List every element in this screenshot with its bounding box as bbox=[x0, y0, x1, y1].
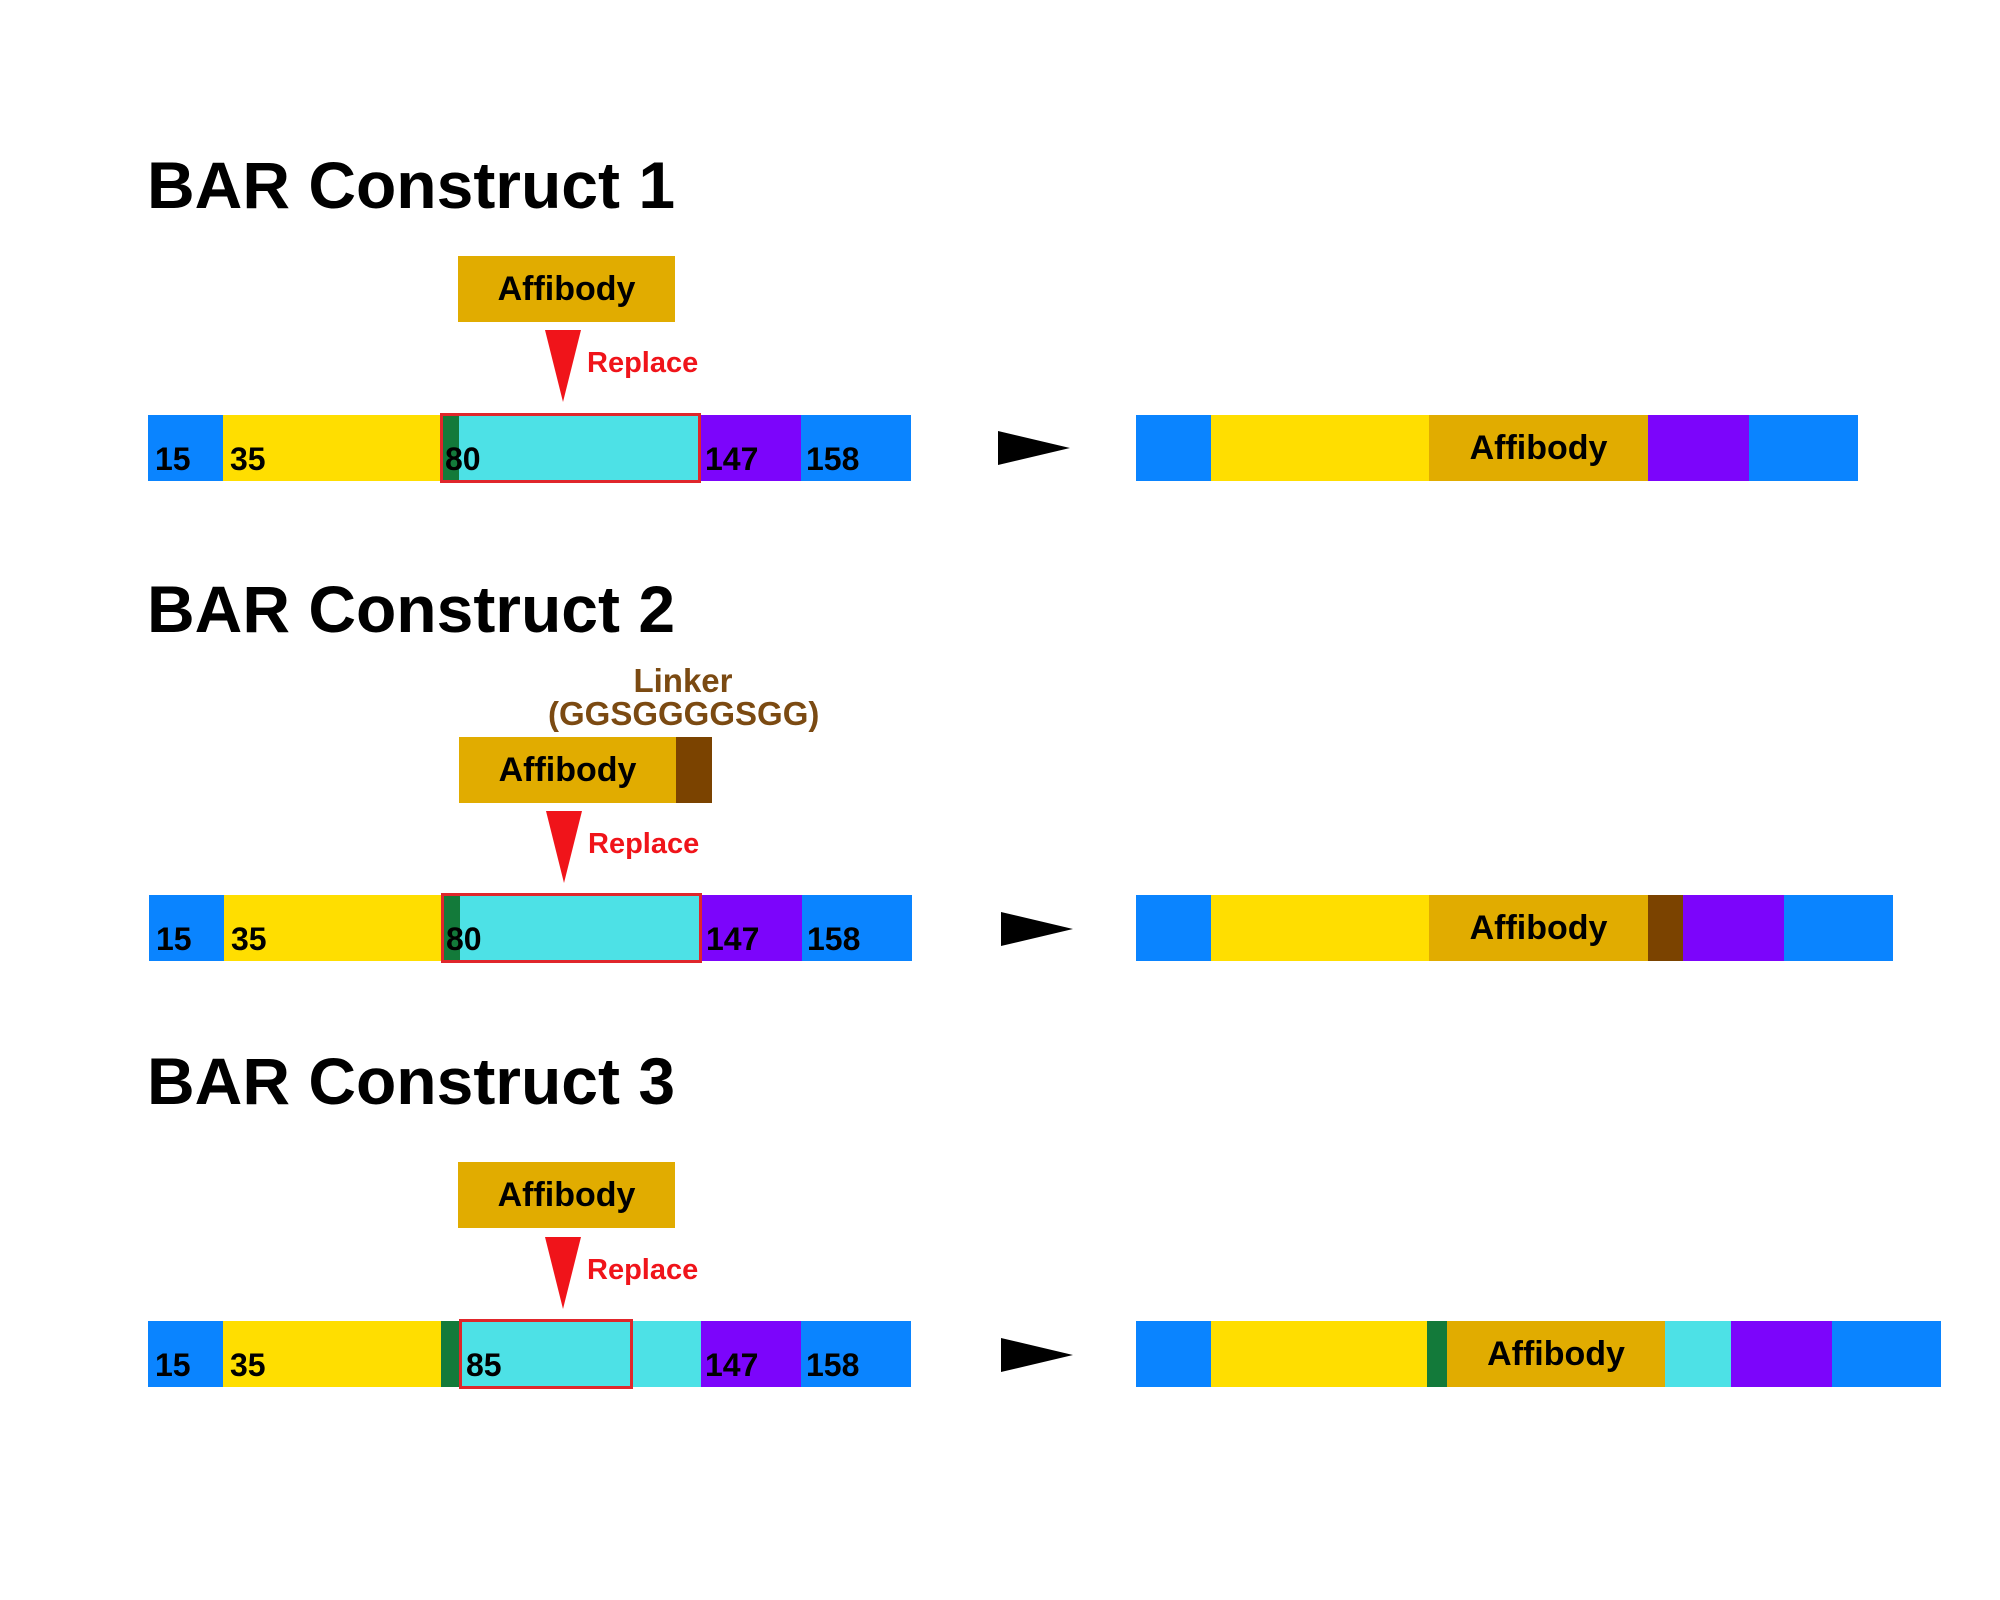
position-85: 85 bbox=[466, 1347, 502, 1383]
segment-blue-c bbox=[801, 1321, 911, 1387]
segment-blue-c bbox=[802, 895, 912, 961]
segment-purple bbox=[701, 1321, 801, 1387]
segment-blue-n bbox=[148, 415, 223, 481]
position-35: 35 bbox=[230, 1347, 266, 1383]
position-158: 158 bbox=[807, 921, 861, 957]
segment-blue-c bbox=[1749, 415, 1858, 481]
segment-blue-c bbox=[801, 415, 911, 481]
construct-3-title: BAR Construct 3 bbox=[147, 1044, 676, 1118]
construct-3-replace-region bbox=[459, 1319, 633, 1389]
position-15: 15 bbox=[155, 1347, 191, 1383]
position-158: 158 bbox=[806, 441, 860, 477]
segment-green bbox=[441, 1321, 461, 1387]
segment-yellow bbox=[224, 895, 442, 961]
segment-blue-n bbox=[1136, 895, 1211, 961]
position-35: 35 bbox=[230, 441, 266, 477]
segment-green bbox=[1427, 1321, 1447, 1387]
construct-2-replace-region bbox=[441, 893, 702, 963]
segment-blue-n bbox=[149, 895, 224, 961]
construct-2-result-arrow bbox=[1001, 912, 1073, 946]
segment-cyan bbox=[1665, 1321, 1731, 1387]
construct-3-replace-arrow bbox=[545, 1237, 581, 1309]
segment-cyan bbox=[460, 895, 700, 961]
segment-yellow bbox=[1211, 1321, 1427, 1387]
position-15: 15 bbox=[156, 921, 192, 957]
segment-purple bbox=[1731, 1321, 1832, 1387]
position-80: 80 bbox=[445, 441, 481, 477]
position-147: 147 bbox=[705, 1347, 759, 1383]
segment-yellow bbox=[1211, 895, 1429, 961]
position-158: 158 bbox=[806, 1347, 860, 1383]
segment-purple bbox=[1648, 415, 1749, 481]
position-15: 15 bbox=[155, 441, 191, 477]
segment-purple bbox=[1683, 895, 1784, 961]
segment-purple bbox=[700, 895, 802, 961]
construct-1-result-arrow bbox=[998, 431, 1070, 465]
construct-3-result-arrow bbox=[1001, 1338, 1073, 1372]
segment-cyan bbox=[459, 415, 699, 481]
construct-3-replace-label: Replace bbox=[587, 1254, 699, 1286]
segment-blue-c bbox=[1832, 1321, 1941, 1387]
linker-block bbox=[676, 737, 712, 803]
linker-title: Linker bbox=[633, 662, 733, 699]
position-147: 147 bbox=[706, 921, 760, 957]
segment-green bbox=[442, 895, 460, 961]
segment-blue-c bbox=[1784, 895, 1893, 961]
segment-affibody: Affibody bbox=[1429, 415, 1648, 481]
construct-1-title: BAR Construct 1 bbox=[147, 148, 676, 222]
linker-label: Linker (GGSGGGGSGG) bbox=[548, 662, 820, 732]
construct-1-affibody-insert: Affibody bbox=[458, 256, 675, 322]
construct-2-replace-label: Replace bbox=[588, 828, 700, 860]
segment-blue-n bbox=[1136, 415, 1211, 481]
segment-blue-n bbox=[1136, 1321, 1211, 1387]
position-147: 147 bbox=[705, 441, 759, 477]
segment-yellow bbox=[223, 1321, 441, 1387]
segment-blue-n bbox=[148, 1321, 223, 1387]
segment-linker bbox=[1648, 895, 1683, 961]
construct-3-affibody-insert: Affibody bbox=[458, 1162, 675, 1228]
construct-2-replace-arrow bbox=[546, 811, 582, 883]
construct-2-affibody-insert: Affibody bbox=[459, 737, 676, 803]
construct-1-replace-arrow bbox=[545, 330, 581, 402]
linker-sequence: (GGSGGGGSGG) bbox=[548, 695, 820, 732]
segment-yellow bbox=[1211, 415, 1429, 481]
segment-affibody: Affibody bbox=[1447, 1321, 1665, 1387]
segment-green bbox=[441, 415, 459, 481]
construct-2-title: BAR Construct 2 bbox=[147, 572, 676, 646]
segment-yellow bbox=[223, 415, 441, 481]
segment-purple bbox=[699, 415, 801, 481]
segment-cyan bbox=[461, 1321, 701, 1387]
construct-1-replace-region bbox=[440, 413, 701, 483]
construct-1-replace-label: Replace bbox=[587, 347, 699, 379]
segment-affibody: Affibody bbox=[1429, 895, 1648, 961]
position-80: 80 bbox=[446, 921, 482, 957]
position-35: 35 bbox=[231, 921, 267, 957]
